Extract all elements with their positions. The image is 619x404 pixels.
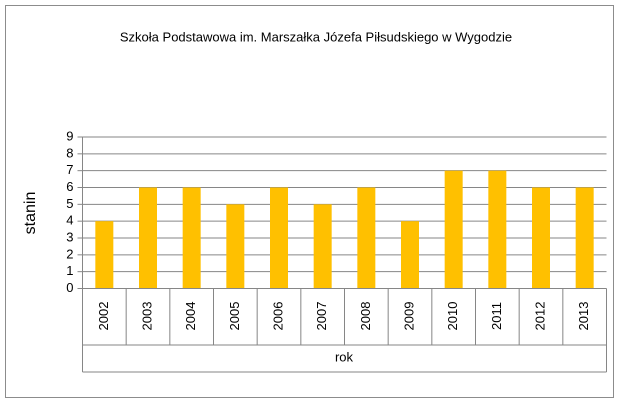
y-axis-label: stanin [22,192,39,235]
x-tick-label: 2006 [270,302,285,331]
y-tick-label: 9 [66,128,73,143]
bar [95,221,114,289]
y-tick-label: 3 [66,229,73,244]
bar [226,204,245,289]
y-tick-label: 4 [66,213,73,228]
bar [532,187,550,289]
y-tick-label: 5 [66,196,73,211]
bar [444,170,463,289]
bar [270,187,288,289]
x-tick-label: 2013 [576,302,591,331]
x-axis-label: rok [335,349,354,364]
bar [575,187,594,289]
y-tick-label: 6 [66,179,73,194]
x-tick-label: 2010 [445,302,460,331]
bar [488,170,507,289]
bar [182,187,201,289]
bar [313,204,332,289]
bar [401,221,419,289]
y-tick-label: 7 [66,162,73,177]
bar [357,187,376,289]
x-tick-label: 2008 [358,302,373,331]
x-tick-label: 2012 [532,302,547,331]
bar [139,187,157,289]
x-tick-label: 2007 [314,302,329,331]
x-tick-label: 2009 [401,302,416,331]
y-tick-label: 0 [66,280,73,295]
y-tick-label: 1 [66,263,73,278]
x-tick-label: 2004 [183,302,198,331]
y-tick-label: 8 [66,145,73,160]
x-tick-label: 2011 [489,302,504,330]
y-tick-label: 2 [66,246,73,261]
x-tick-label: 2003 [139,302,154,331]
chart-border [5,5,614,398]
x-tick-label: 2005 [227,302,242,331]
x-tick-label: 2002 [96,302,111,331]
chart-title: Szkoła Podstawowa im. Marszałka Józefa P… [120,29,512,44]
